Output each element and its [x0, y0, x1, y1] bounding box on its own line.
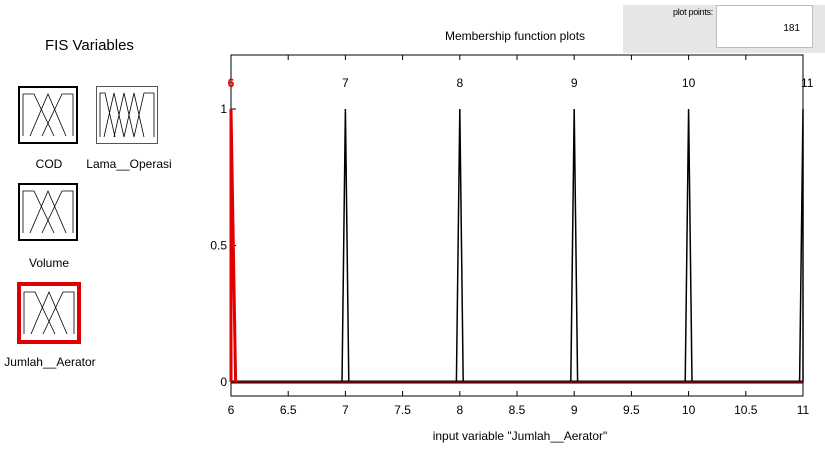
- variable-label-jumlah-aerator: Jumlah__Aerator: [4, 355, 96, 369]
- x-tick-label: 9: [571, 403, 578, 417]
- x-tick-label: 7.5: [394, 403, 411, 417]
- mf-label-9: 9: [571, 76, 578, 90]
- x-tick-label: 11: [797, 403, 810, 417]
- x-tick-label: 8: [456, 403, 463, 417]
- variable-label-volume: Volume: [28, 256, 70, 270]
- mf-thumbnail-icon: [99, 92, 155, 138]
- mf-label-8: 8: [456, 76, 463, 90]
- mf-label-7: 7: [342, 76, 349, 90]
- x-tick-label: 7: [342, 403, 349, 417]
- mf-line-7: [341, 108, 350, 383]
- y-tick-label: 0: [220, 375, 227, 389]
- x-tick-label: 6: [228, 403, 235, 417]
- mf-line-8: [455, 108, 464, 383]
- mf-line-6: [229, 108, 238, 383]
- variable-tile-cod[interactable]: [18, 86, 78, 144]
- variable-label-cod: COD: [35, 157, 63, 171]
- variable-tile-jumlah-aerator[interactable]: [17, 282, 81, 344]
- y-tick-label: 0.5: [210, 239, 227, 253]
- variable-label-lama-operasi: Lama__Operasi: [86, 157, 172, 171]
- mf-label-6: 6: [228, 76, 235, 90]
- mf-line-11: [798, 108, 804, 383]
- fis-variables-title: FIS Variables: [45, 37, 134, 54]
- mf-line-9: [570, 108, 579, 383]
- x-axis-label: input variable "Jumlah__Aerator": [432, 429, 608, 443]
- variable-tile-volume[interactable]: [18, 183, 78, 241]
- x-tick-label: 8.5: [509, 403, 526, 417]
- mf-label-11: 11: [801, 76, 814, 90]
- mf-line-10: [684, 108, 693, 383]
- plot-axes-box: [230, 54, 804, 397]
- x-tick-label: 10: [682, 403, 696, 417]
- mf-label-10: 10: [682, 76, 696, 90]
- x-tick-label: 10.5: [734, 403, 758, 417]
- plot-points-label: plot points:: [673, 7, 713, 17]
- x-tick-label: 9.5: [623, 403, 640, 417]
- y-tick-label: 1: [220, 102, 227, 116]
- mf-thumbnail-icon: [23, 290, 75, 335]
- x-tick-label: 6.5: [280, 403, 297, 417]
- mf-thumbnail-icon: [22, 189, 74, 234]
- variable-tile-lama-operasi[interactable]: [96, 86, 158, 144]
- mf-thumbnail-icon: [22, 92, 74, 137]
- plot-points-input[interactable]: 181: [716, 5, 813, 48]
- plot-title: Membership function plots: [444, 29, 586, 43]
